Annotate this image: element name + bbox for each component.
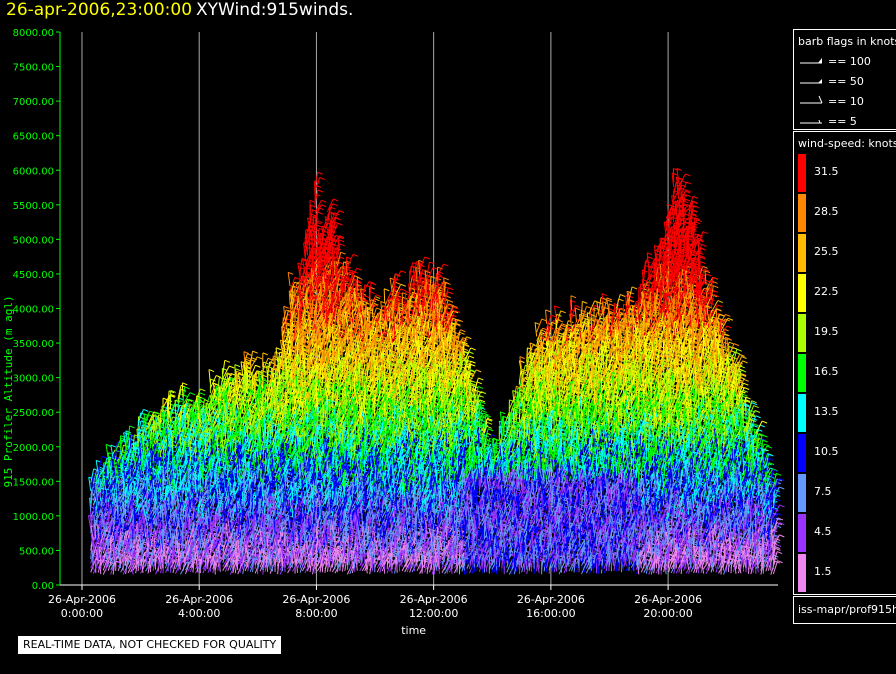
wind-barb-flag [209,370,214,372]
wind-barb-flag [182,383,187,385]
wind-barb-flag [190,393,195,395]
wind-barb [150,452,151,466]
wind-barb [179,466,180,480]
wind-barb [100,525,101,539]
wind-barb [138,472,139,486]
wind-barb [158,550,159,564]
wind-barb [209,370,210,384]
wind-barb-flag [185,387,190,389]
wind-barb [89,477,91,491]
wind-profile-chart: 0.00500.001000.001500.002000.002500.0030… [0,0,793,674]
wind-barb-flag [216,376,221,378]
wind-barb [208,498,209,512]
wind-barb-flag [143,409,148,411]
wind-barbs [88,168,784,574]
wind-barb [110,535,111,549]
wind-barb [137,429,138,443]
wind-barb [127,490,128,504]
wind-barb [175,413,176,427]
wind-barb [190,435,191,449]
wind-barb [179,530,180,544]
wind-barb [158,415,159,429]
wind-barb-flag [200,393,205,395]
wind-barb [182,383,183,397]
wind-barb-flag [102,456,107,458]
wind-barb-flag [181,389,186,391]
wind-barb-flag [130,426,135,428]
wind-barb [106,444,108,458]
wind-barb [108,505,109,519]
wind-barb [150,509,151,523]
wind-barb [123,457,124,471]
wind-barb-flag [200,389,205,391]
wind-barb [210,376,216,389]
